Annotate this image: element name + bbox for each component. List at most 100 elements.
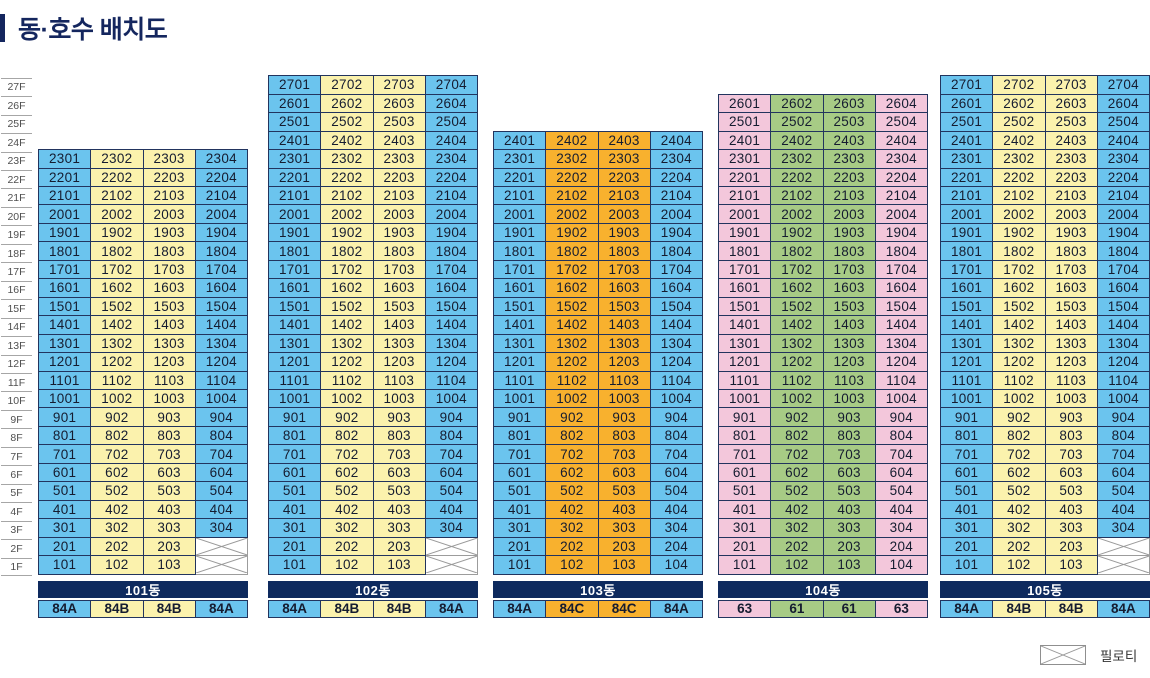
unit-cell: 2401: [939, 130, 994, 151]
unit-cell: 404: [1096, 499, 1150, 520]
unit-cell: 1603: [597, 278, 651, 298]
unit-cell: 1001: [717, 388, 772, 409]
unit-row: 1501 1502 1503 1504: [37, 296, 249, 317]
unit-row: 1201 1202 1203 1204: [492, 352, 704, 372]
unit-row: 2101 2102 2103 2104: [267, 185, 479, 206]
unit-cell: 902: [545, 407, 599, 427]
unit-row: 1801 1802 1803 1804: [939, 241, 1150, 261]
unit-cell: 1504: [874, 296, 929, 317]
unit-row: 801 802 803 804: [939, 425, 1150, 446]
unit-cell: 1702: [545, 259, 599, 280]
unit-cell: 1004: [1096, 388, 1150, 409]
unit-cell: 1304: [874, 333, 929, 354]
unit-row: 2501 2502 2503 2504: [939, 112, 1150, 132]
unit-cell: 104: [649, 555, 704, 575]
unit-cell: 1204: [424, 352, 479, 372]
unit-cell: 2304: [1096, 149, 1150, 169]
building-name-band: 102동: [268, 580, 478, 598]
unit-row: 2101 2102 2103 2104: [37, 185, 249, 206]
unit-cell: 2304: [194, 149, 249, 169]
unit-cell: 1803: [597, 241, 651, 261]
unit-cell: 1603: [372, 278, 426, 298]
unit-row: 501 502 503 504: [267, 481, 479, 501]
unit-row: 901 902 903 904: [492, 407, 704, 427]
unit-cell: 201: [717, 536, 772, 557]
unit-cell: 2204: [874, 167, 929, 187]
unit-cell: 102: [770, 555, 824, 575]
unit-cell: 1502: [770, 296, 824, 317]
unit-row: 701 702 703 704: [267, 444, 479, 464]
unit-type-cell: 84A: [649, 599, 703, 618]
unit-cell: 504: [424, 481, 479, 501]
unit-row: 1501 1502 1503 1504: [492, 296, 704, 317]
unit-cell: 1703: [822, 259, 876, 280]
unit-cell: 2002: [770, 204, 824, 224]
unit-cell: 2001: [717, 204, 772, 224]
unit-cell: 401: [717, 499, 772, 520]
unit-cell: 2401: [717, 130, 772, 151]
unit-row: 1201 1202 1203 1204: [717, 352, 929, 372]
unit-row: 2401 2402 2403 2404: [492, 130, 704, 151]
unit-cell: 1703: [597, 259, 651, 280]
unit-cell: 1003: [372, 388, 426, 409]
unit-cell: 803: [597, 425, 651, 446]
unit-cell: 1201: [37, 352, 92, 372]
unit-cell: 2701: [267, 75, 322, 95]
unit-cell: 702: [90, 444, 144, 464]
unit-cell: 503: [142, 481, 196, 501]
unit-row: 1501 1502 1503 1504: [939, 296, 1150, 317]
unit-cell: 1203: [822, 352, 876, 372]
unit-cell: 803: [142, 425, 196, 446]
unit-cell: 1303: [822, 333, 876, 354]
unit-cell: 103: [1044, 555, 1098, 575]
unit-row: 301 302 303 304: [717, 518, 929, 538]
unit-cell: 1103: [822, 370, 876, 390]
unit-cell: 2404: [649, 130, 704, 151]
unit-cell: 2003: [822, 204, 876, 224]
unit-cell: 2201: [37, 167, 92, 187]
unit-cell: 1503: [372, 296, 426, 317]
unit-cell: 2303: [372, 149, 426, 169]
unit-cell: 1901: [939, 222, 994, 243]
unit-cell: 2203: [372, 167, 426, 187]
unit-cell: 1704: [194, 259, 249, 280]
unit-cell: 1604: [874, 278, 929, 298]
unit-cell: 2702: [320, 75, 374, 95]
unit-cell: 1002: [320, 388, 374, 409]
unit-cell: 1904: [424, 222, 479, 243]
unit-cell: 1803: [372, 241, 426, 261]
unit-row: 1601 1602 1603 1604: [939, 278, 1150, 298]
unit-cell: 503: [372, 481, 426, 501]
unit-cell: 1002: [992, 388, 1046, 409]
unit-cell: 1104: [424, 370, 479, 390]
unit-row: 1901 1902 1903 1904: [939, 222, 1150, 243]
unit-cell: 302: [992, 518, 1046, 538]
unit-cell: 2102: [770, 185, 824, 206]
piloti-cell: [194, 536, 249, 557]
unit-row: 101 102 103: [267, 555, 479, 575]
unit-cell: 1103: [142, 370, 196, 390]
unit-row: 1801 1802 1803 1804: [492, 241, 704, 261]
unit-cell: 104: [874, 555, 929, 575]
unit-cell: 303: [142, 518, 196, 538]
unit-cell: 404: [424, 499, 479, 520]
unit-type-cell: 84B: [372, 599, 426, 618]
unit-cell: 1004: [424, 388, 479, 409]
unit-cell: 904: [874, 407, 929, 427]
unit-cell: 2101: [717, 185, 772, 206]
unit-cell: 2703: [372, 75, 426, 95]
unit-row: 1301 1302 1303 1304: [939, 333, 1150, 354]
building-103: 2401 2402 2403 2404 2301 2302 2303 2304 2201 2202…: [492, 130, 704, 618]
unit-cell: 701: [939, 444, 994, 464]
unit-cell: 1103: [1044, 370, 1098, 390]
unit-cell: 902: [992, 407, 1046, 427]
unit-cell: 2103: [822, 185, 876, 206]
unit-cell: 101: [939, 555, 994, 575]
unit-row: 101 102 103: [37, 555, 249, 575]
unit-grid: 2701 2702 2703 2704 2601 2602 2603 2604 2501 2502…: [267, 75, 479, 575]
unit-cell: 2501: [939, 112, 994, 132]
unit-row: 301 302 303 304: [492, 518, 704, 538]
unit-cell: 701: [37, 444, 92, 464]
unit-cell: 2303: [822, 149, 876, 169]
unit-cell: 901: [939, 407, 994, 427]
